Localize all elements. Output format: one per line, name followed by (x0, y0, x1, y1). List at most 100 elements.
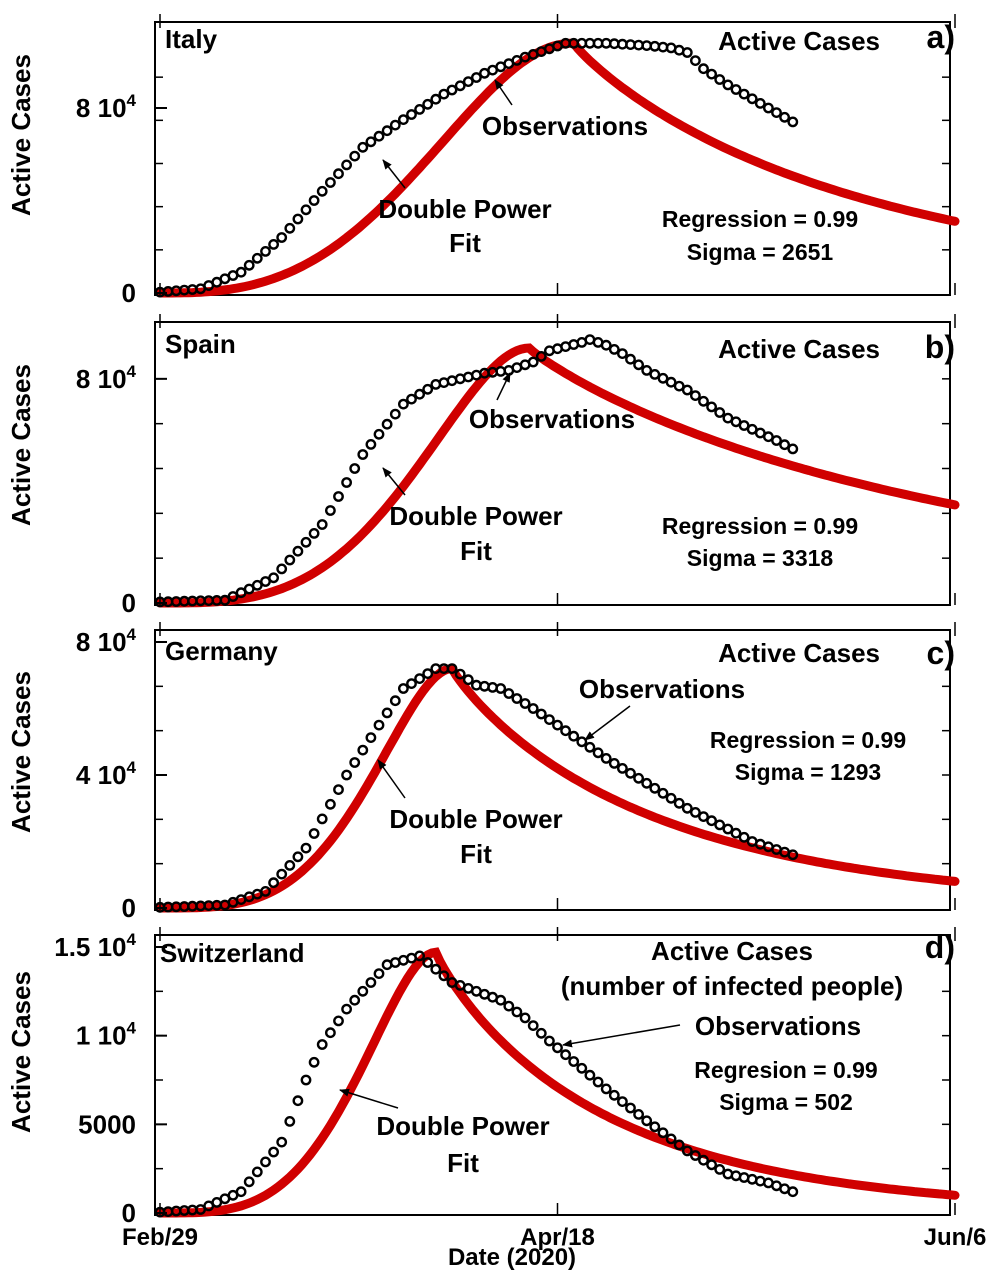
observation-point (365, 438, 377, 450)
observation-point (568, 1056, 580, 1067)
observation-point (633, 772, 644, 784)
observation-point (316, 1039, 328, 1050)
observation-point (779, 111, 790, 123)
observation-point (324, 1027, 336, 1039)
observation-point (422, 668, 434, 679)
y-tick-label: 8 104 (76, 91, 137, 123)
observation-point (284, 554, 296, 566)
fit-curve (155, 343, 960, 608)
observation-point (608, 1089, 620, 1101)
observation-point (341, 1003, 352, 1015)
observation-point (454, 80, 466, 92)
observation-point (260, 1156, 271, 1168)
observation-point (268, 238, 279, 250)
observation-point (690, 55, 701, 66)
fit-label-line1: Double Power (378, 194, 551, 224)
observation-point (706, 401, 717, 413)
observation-point (552, 1042, 563, 1054)
observation-point (333, 784, 344, 795)
observation-point (462, 76, 474, 88)
y-tick-label: 1.5 104 (54, 930, 136, 962)
panel-letter: a) (927, 19, 955, 55)
observation-point (787, 443, 799, 455)
observation-point (349, 463, 361, 474)
observation-point (787, 1186, 799, 1198)
sigma-label: Sigma = 3318 (687, 545, 834, 571)
observation-point (243, 1176, 255, 1188)
y-tick-label: 0 (122, 1198, 136, 1228)
observation-point (649, 1121, 661, 1133)
y-axis-label: Active Cases (6, 671, 36, 833)
observation-point (373, 719, 385, 731)
observation-point (600, 339, 612, 351)
observation-point (324, 505, 336, 516)
observation-point (608, 758, 620, 769)
observation-point (341, 159, 352, 171)
observation-point (657, 1127, 669, 1139)
observations-arrow (584, 705, 631, 741)
observation-point (763, 102, 774, 114)
observation-point (738, 831, 750, 843)
observation-point (560, 1049, 571, 1061)
observation-point (341, 769, 352, 781)
observation-point (300, 536, 312, 548)
observation-point (722, 79, 734, 91)
observation-point (316, 519, 328, 530)
observation-point (389, 408, 401, 420)
y-tick-label: 0 (122, 588, 136, 618)
observation-point (698, 1154, 709, 1166)
observation-point (251, 579, 263, 591)
observation-point (714, 74, 726, 85)
observation-point (495, 683, 507, 694)
panel-switzerland: 0 5000 1 104 1.5 104 Switzerland Active Cas… (6, 927, 986, 1271)
observation-point (406, 109, 417, 120)
country-label: Spain (165, 329, 236, 359)
observation-point (438, 970, 450, 982)
observation-point (227, 591, 239, 602)
y-tick-label: 5000 (78, 1109, 136, 1139)
observation-point (584, 741, 596, 753)
observation-point (300, 842, 312, 854)
observation-point (576, 736, 588, 748)
observation-point (235, 1186, 247, 1198)
y-tick-exponent: 4 (127, 362, 137, 381)
regression-label: Regression = 0.99 (662, 206, 858, 232)
observation-point (665, 376, 677, 388)
fit-curve (155, 38, 960, 298)
observation-point (406, 393, 417, 405)
fit-label-line1: Double Power (389, 804, 562, 834)
observation-point (397, 398, 409, 410)
observation-point (519, 698, 531, 709)
observation-point (381, 418, 393, 430)
observation-point (552, 719, 563, 731)
observation-point (730, 827, 742, 839)
observation-point (681, 384, 693, 396)
observation-point (633, 1109, 644, 1120)
regression-label: Regression = 0.99 (662, 513, 858, 539)
observation-point (665, 792, 677, 804)
observation-point (673, 380, 685, 392)
observation-point (608, 343, 620, 355)
observation-point (690, 1150, 701, 1161)
observation-point (641, 1115, 653, 1127)
observation-point (341, 477, 352, 488)
observation-point (414, 673, 425, 684)
observation-point (357, 985, 369, 997)
y-tick-label: 8 104 (76, 625, 137, 657)
observation-point (268, 572, 279, 584)
observation-point (527, 356, 539, 368)
observation-point (373, 968, 385, 979)
panel-letter: b) (925, 329, 955, 365)
observation-point (763, 431, 774, 443)
sigma-label: Sigma = 1293 (735, 759, 881, 785)
y-axis-label: Active Cases (6, 971, 36, 1133)
observation-point (754, 98, 766, 109)
observation-point (438, 88, 450, 100)
observation-point (292, 1095, 304, 1107)
observation-point (698, 811, 709, 822)
observation-point (641, 777, 653, 789)
observation-point (397, 114, 409, 126)
fit-label-line2: Fit (447, 1148, 479, 1178)
country-label: Switzerland (160, 938, 304, 968)
observation-point (706, 815, 717, 827)
